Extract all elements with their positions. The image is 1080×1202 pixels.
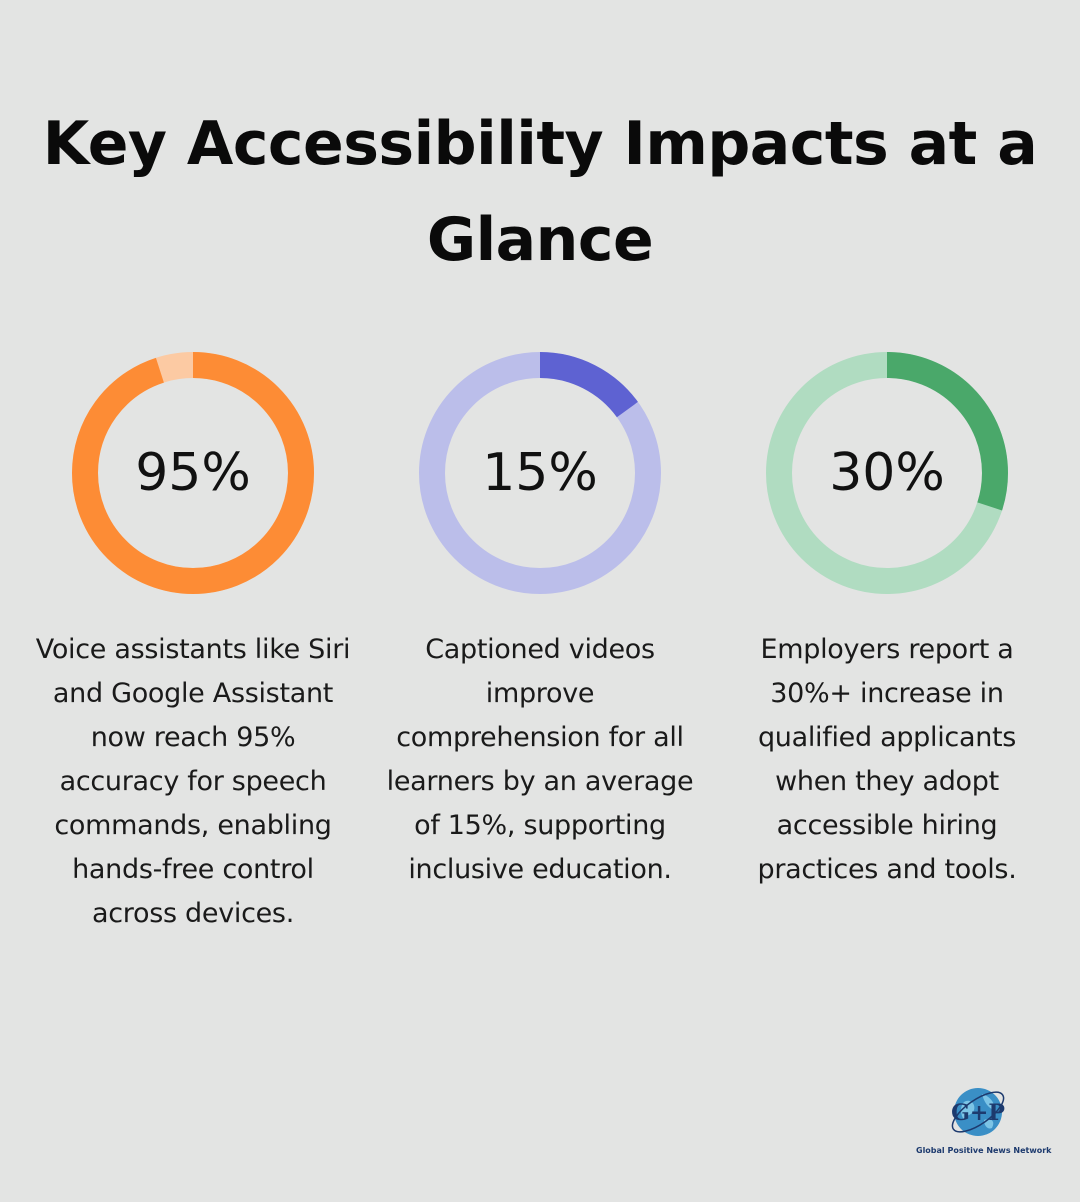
stat-description: Employers report a 30%+ increase in qual… <box>757 634 1017 885</box>
donut-svg <box>766 352 1008 594</box>
donut-svg <box>72 352 314 594</box>
stat-card: 15% Captioned videos improve comprehensi… <box>380 348 700 892</box>
globe-icon: G+P <box>951 1088 1005 1136</box>
stat-value: 15% <box>482 443 598 503</box>
donut-chart: 15% <box>415 348 665 598</box>
stat-description: Captioned videos improve comprehension f… <box>386 634 694 885</box>
donut-svg <box>419 352 661 594</box>
stat-card: 30% Employers report a 30%+ increase in … <box>727 348 1047 892</box>
stat-value: 95% <box>135 443 251 503</box>
brand-logo: G+P Global Positive News Network <box>916 1080 1052 1160</box>
page-title: Key Accessibility Impacts at a Glance <box>42 109 1038 275</box>
stat-value: 30% <box>829 443 945 503</box>
logo-text: Global Positive News Network <box>916 1146 1052 1155</box>
donut-chart: 30% <box>762 348 1012 598</box>
stat-card: 95% Voice assistants like Siri and Googl… <box>33 348 353 936</box>
donut-chart: 95% <box>68 348 318 598</box>
donut-value-arc <box>419 352 661 594</box>
logo-letters: G+P <box>951 1100 1005 1126</box>
donut-value-arc <box>72 352 314 594</box>
stat-description: Voice assistants like Siri and Google As… <box>35 634 351 929</box>
donut-value-arc <box>766 352 1008 594</box>
globe-orbit <box>951 1091 1005 1133</box>
